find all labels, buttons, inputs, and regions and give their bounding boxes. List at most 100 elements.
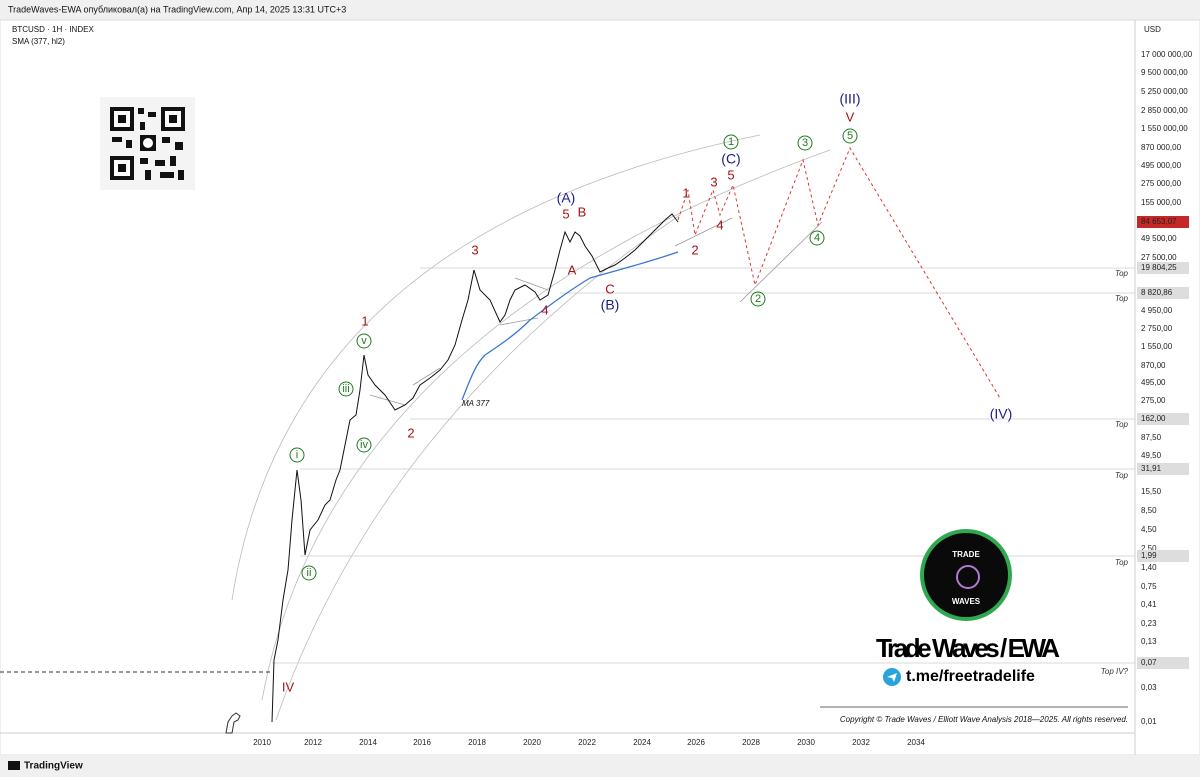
publisher: TradeWaves-EWA опубликовал(а) на Trading…: [8, 4, 346, 14]
time-label: 2012: [304, 738, 322, 747]
price-label: 4 950,00: [1141, 306, 1173, 315]
wave-label: 4: [541, 302, 548, 317]
price-label: 84 653,07: [1141, 217, 1177, 226]
price-label: 0,41: [1141, 600, 1157, 609]
wave-label: C: [605, 281, 614, 296]
level-label: Top: [1115, 269, 1129, 278]
price-label: 19 804,25: [1141, 263, 1177, 272]
price-label: 1,99: [1141, 551, 1157, 560]
legend-symbol: BTCUSD · 1H · INDEX: [12, 25, 94, 34]
wave-label: 1: [728, 136, 734, 148]
level-label: Top: [1115, 471, 1129, 480]
price-label: 31,91: [1141, 464, 1162, 473]
top-bar: [0, 0, 1200, 20]
wave-label: 3: [802, 137, 808, 149]
wave-label: 2: [407, 425, 414, 440]
tv-logo: [8, 761, 20, 770]
time-label: 2010: [253, 738, 271, 747]
logo-text: WAVES: [952, 597, 981, 606]
time-label: 2032: [852, 738, 870, 747]
wave-label: 4: [814, 232, 820, 244]
price-label: 155 000,00: [1141, 198, 1182, 207]
logo: TRADE WAVES: [920, 529, 1012, 621]
wave-label: 4: [716, 217, 723, 232]
price-label: 870 000,00: [1141, 143, 1182, 152]
price-label: 2 850 000,00: [1141, 106, 1188, 115]
price-label: 8 820,86: [1141, 288, 1173, 297]
qr-code: [100, 97, 195, 190]
wave-label: (IV): [990, 406, 1013, 422]
price-label: 15,50: [1141, 487, 1162, 496]
price-label: 0,13: [1141, 637, 1157, 646]
wave-label: 1: [361, 313, 368, 328]
wave-label: IV: [282, 679, 295, 694]
wave-label: 3: [710, 174, 717, 189]
price-label: 27 500,00: [1141, 253, 1177, 262]
price-box: [1137, 550, 1189, 562]
dino-icon: [225, 712, 241, 734]
price-label: 0,23: [1141, 619, 1157, 628]
price-label: 495 000,00: [1141, 161, 1182, 170]
price-box: [1137, 216, 1189, 228]
wave-label: 5: [562, 206, 569, 221]
wave-label: 1: [682, 185, 689, 200]
ma-label: MA 377: [462, 399, 490, 408]
wave-label: ii: [307, 567, 312, 579]
price-label: 2 750,00: [1141, 324, 1173, 333]
telegram-arrow: [887, 673, 897, 682]
price-label: 162,00: [1141, 414, 1166, 423]
price-box: [1137, 463, 1189, 475]
wave-label: 5: [847, 130, 853, 142]
wave-label: (III): [840, 91, 861, 107]
price-label: 275,00: [1141, 396, 1166, 405]
price-label: 0,03: [1141, 683, 1157, 692]
wave-label: iv: [360, 439, 368, 451]
wave-label: B: [578, 204, 587, 219]
price-box: [1137, 657, 1189, 669]
price-label: 1 550,00: [1141, 342, 1173, 351]
legend-indicator: SMA (377, hl2): [12, 37, 65, 46]
price-label: 49,50: [1141, 451, 1162, 460]
ma-line: [461, 251, 679, 401]
price-label: 49 500,00: [1141, 234, 1177, 243]
channel-lines: [369, 217, 823, 406]
brand-title: Trade Waves / EWA: [876, 633, 1060, 663]
time-label: 2018: [468, 738, 486, 747]
price-label: 17 000 000,00: [1141, 50, 1193, 59]
footer-brand[interactable]: TradingView: [24, 761, 83, 772]
time-label: 2026: [687, 738, 705, 747]
projection: [677, 146, 1001, 399]
price-label: 9 500 000,00: [1141, 68, 1188, 77]
wave-label: 3: [471, 242, 478, 257]
price-label: 1 550 000,00: [1141, 124, 1188, 133]
wave-label: iii: [342, 383, 349, 395]
time-axis: 2010 2012 2014 2016 2018 2020 2022 2024 2026 2028…: [253, 738, 925, 747]
price-label: 2,50: [1141, 544, 1157, 553]
price-label: 5 250 000,00: [1141, 87, 1188, 96]
price-line: [271, 213, 679, 723]
wave-label: (C): [721, 151, 740, 167]
wave-label: A: [568, 262, 577, 277]
currency: USD: [1144, 25, 1161, 34]
time-label: 2028: [742, 738, 760, 747]
logo-text: TRADE: [952, 550, 980, 559]
price-label: 870,00: [1141, 361, 1166, 370]
footer: [0, 755, 1200, 777]
price-label: 0,01: [1141, 717, 1157, 726]
wave-labels: 1 v iii iv i ii 2 3 4 (A) 5 B A C (B) 1 …: [282, 91, 1012, 695]
level-label: Top: [1115, 294, 1129, 303]
time-label: 2034: [907, 738, 925, 747]
price-label: 495,00: [1141, 378, 1166, 387]
time-label: 2022: [578, 738, 596, 747]
wave-label: 2: [691, 242, 698, 257]
wave-label: 5: [727, 167, 734, 182]
level-labels: Top Top Top Top Top Top IV?: [1101, 269, 1129, 676]
price-box: [1137, 262, 1189, 274]
price-axis: USD 17 000 000,00 9 500 000,00 5 250 000,0…: [1137, 25, 1193, 726]
price-label: 8,50: [1141, 506, 1157, 515]
price-label: 1,40: [1141, 563, 1157, 572]
brand-link[interactable]: t.me/freetradelife: [906, 668, 1035, 685]
price-box: [1137, 287, 1189, 299]
wave-label: (A): [557, 190, 576, 206]
